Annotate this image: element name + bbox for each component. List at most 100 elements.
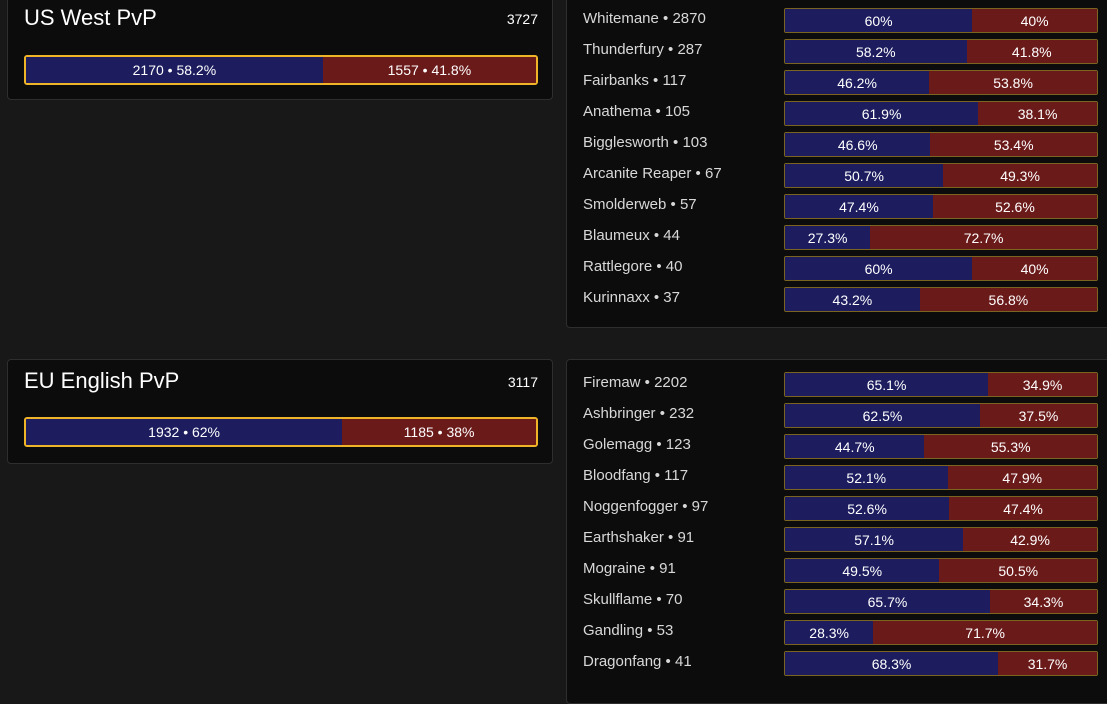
realm-name: Fairbanks • 117 [583, 72, 687, 89]
realm-faction-bar[interactable]: 50.7% 49.3% [784, 163, 1098, 188]
realm-row: Noggenfogger • 97 52.6% 47.4% [567, 493, 1107, 524]
realm-name: Golemagg • 123 [583, 436, 691, 453]
realm-row: Golemagg • 123 44.7% 55.3% [567, 431, 1107, 462]
realm-name: Mograine • 91 [583, 560, 676, 577]
realm-name: Bloodfang • 117 [583, 467, 689, 484]
realm-faction-bar[interactable]: 47.4% 52.6% [784, 194, 1098, 219]
alliance-segment: 44.7% [785, 435, 925, 458]
alliance-segment: 57.1% [785, 528, 964, 551]
realm-row: Kurinnaxx • 37 43.2% 56.8% [567, 284, 1107, 315]
realm-name: Firemaw • 2202 [583, 374, 688, 391]
horde-segment: 71.7% [873, 621, 1097, 644]
alliance-segment: 60% [785, 257, 973, 280]
realm-row: Bloodfang • 117 52.1% 47.9% [567, 462, 1107, 493]
realm-faction-bar[interactable]: 62.5% 37.5% [784, 403, 1098, 428]
realm-faction-bar[interactable]: 28.3% 71.7% [784, 620, 1098, 645]
realm-row: Gandling • 53 28.3% 71.7% [567, 617, 1107, 648]
alliance-segment: 28.3% [785, 621, 874, 644]
realm-row: Bigglesworth • 103 46.6% 53.4% [567, 129, 1107, 160]
horde-segment: 52.6% [932, 195, 1097, 218]
region-summary-card: EU English PvP 3117 1932 • 62% 1185 • 38… [7, 359, 553, 464]
realm-faction-bar[interactable]: 52.6% 47.4% [784, 496, 1098, 521]
realm-row: Rattlegore • 40 60% 40% [567, 253, 1107, 284]
alliance-segment: 52.1% [785, 466, 948, 489]
realm-name: Earthshaker • 91 [583, 529, 695, 546]
region-summary-card: US West PvP 3727 2170 • 58.2% 1557 • 41.… [7, 0, 553, 100]
realm-faction-bar[interactable]: 58.2% 41.8% [784, 39, 1098, 64]
realm-name: Skullflame • 70 [583, 591, 683, 608]
alliance-segment: 62.5% [785, 404, 980, 427]
horde-segment: 56.8% [919, 288, 1097, 311]
horde-segment: 1185 • 38% [342, 419, 536, 445]
horde-segment: 50.5% [939, 559, 1097, 582]
alliance-segment: 65.1% [785, 373, 989, 396]
region-title: US West PvP [24, 5, 157, 30]
realm-row: Ashbringer • 232 62.5% 37.5% [567, 400, 1107, 431]
realm-faction-bar[interactable]: 65.1% 34.9% [784, 372, 1098, 397]
realm-faction-bar[interactable]: 60% 40% [784, 256, 1098, 281]
horde-segment: 53.4% [930, 133, 1097, 156]
horde-segment: 42.9% [963, 528, 1097, 551]
alliance-segment: 68.3% [785, 652, 999, 675]
alliance-segment: 49.5% [785, 559, 940, 582]
horde-segment: 53.8% [929, 71, 1097, 94]
horde-segment: 1557 • 41.8% [322, 57, 536, 83]
realm-row: Arcanite Reaper • 67 50.7% 49.3% [567, 160, 1107, 191]
realm-faction-bar[interactable]: 65.7% 34.3% [784, 589, 1098, 614]
realm-row: Blaumeux • 44 27.3% 72.7% [567, 222, 1107, 253]
realm-faction-bar[interactable]: 61.9% 38.1% [784, 101, 1098, 126]
realm-faction-bar[interactable]: 68.3% 31.7% [784, 651, 1098, 676]
realm-name: Rattlegore • 40 [583, 258, 683, 275]
alliance-segment: 50.7% [785, 164, 944, 187]
region-total: 3727 [506, 11, 538, 27]
realm-row: Anathema • 105 61.9% 38.1% [567, 98, 1107, 129]
horde-segment: 40% [972, 257, 1097, 280]
realm-row: Whitemane • 2870 60% 40% [567, 5, 1107, 36]
realm-row: Firemaw • 2202 65.1% 34.9% [567, 369, 1107, 400]
horde-segment: 47.9% [947, 466, 1097, 489]
alliance-segment: 27.3% [785, 226, 871, 249]
realm-faction-bar[interactable]: 60% 40% [784, 8, 1098, 33]
horde-segment: 40% [972, 9, 1097, 32]
realm-row: Dragonfang • 41 68.3% 31.7% [567, 648, 1107, 679]
horde-segment: 37.5% [980, 404, 1097, 427]
alliance-segment: 47.4% [785, 195, 933, 218]
realm-faction-bar[interactable]: 27.3% 72.7% [784, 225, 1098, 250]
realm-list-panel: Whitemane • 2870 60% 40% Thunderfury • 287 5… [566, 0, 1107, 328]
realm-faction-bar[interactable]: 57.1% 42.9% [784, 527, 1098, 552]
horde-segment: 47.4% [949, 497, 1097, 520]
realm-row: Earthshaker • 91 57.1% 42.9% [567, 524, 1107, 555]
realm-name: Thunderfury • 287 [583, 41, 703, 58]
horde-segment: 41.8% [966, 40, 1097, 63]
realm-name: Dragonfang • 41 [583, 653, 692, 670]
realm-faction-bar[interactable]: 43.2% 56.8% [784, 287, 1098, 312]
realm-faction-bar[interactable]: 52.1% 47.9% [784, 465, 1098, 490]
alliance-segment: 60% [785, 9, 973, 32]
realm-name: Noggenfogger • 97 [583, 498, 709, 515]
realm-row: Fairbanks • 117 46.2% 53.8% [567, 67, 1107, 98]
horde-segment: 72.7% [870, 226, 1097, 249]
realm-faction-bar[interactable]: 49.5% 50.5% [784, 558, 1098, 583]
realm-name: Ashbringer • 232 [583, 405, 695, 422]
horde-segment: 31.7% [998, 652, 1097, 675]
alliance-segment: 43.2% [785, 288, 920, 311]
faction-balance-bar[interactable]: 1932 • 62% 1185 • 38% [24, 417, 538, 447]
alliance-segment: 58.2% [785, 40, 967, 63]
alliance-segment: 46.6% [785, 133, 931, 156]
realm-faction-bar[interactable]: 46.6% 53.4% [784, 132, 1098, 157]
alliance-segment: 1932 • 62% [26, 419, 343, 445]
horde-segment: 34.3% [989, 590, 1097, 613]
region-total: 3117 [507, 374, 538, 390]
realm-row: Skullflame • 70 65.7% 34.3% [567, 586, 1107, 617]
alliance-segment: 46.2% [785, 71, 930, 94]
realm-row: Mograine • 91 49.5% 50.5% [567, 555, 1107, 586]
realm-name: Smolderweb • 57 [583, 196, 697, 213]
realm-name: Blaumeux • 44 [583, 227, 680, 244]
alliance-segment: 61.9% [785, 102, 979, 125]
realm-row: Thunderfury • 287 58.2% 41.8% [567, 36, 1107, 67]
realm-faction-bar[interactable]: 46.2% 53.8% [784, 70, 1098, 95]
region-title: EU English PvP [24, 368, 180, 393]
realm-name: Whitemane • 2870 [583, 10, 706, 27]
faction-balance-bar[interactable]: 2170 • 58.2% 1557 • 41.8% [24, 55, 538, 85]
realm-faction-bar[interactable]: 44.7% 55.3% [784, 434, 1098, 459]
